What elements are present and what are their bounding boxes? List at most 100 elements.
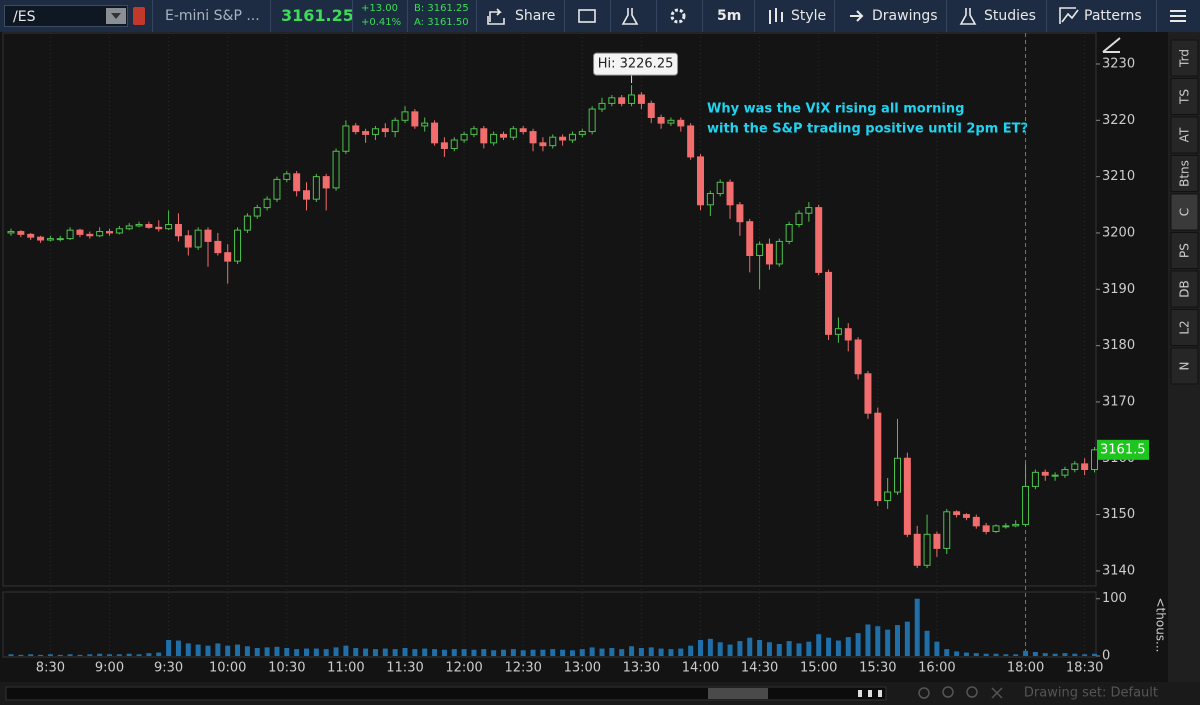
side-tab[interactable]: [1170, 155, 1199, 192]
candle-body: [1041, 471, 1049, 476]
volume-bar: [766, 642, 772, 656]
volume-bar: [589, 647, 595, 656]
bid: B: 3161.25: [414, 3, 469, 14]
drawing-set[interactable]: Drawing set: Default: [1024, 686, 1158, 701]
volume-bar: [835, 640, 841, 656]
side-tab-label: PS: [1178, 243, 1192, 258]
scroll-thumb[interactable]: [708, 688, 768, 699]
candle-body: [184, 235, 192, 248]
screenshot-button[interactable]: [564, 0, 611, 32]
candle-body: [874, 412, 882, 502]
volume-bar: [116, 654, 122, 656]
candle-body: [529, 131, 537, 144]
x-tick-label: 13:30: [623, 661, 660, 676]
volume-bar: [491, 650, 497, 656]
lab-button[interactable]: [610, 0, 657, 32]
volume-bar: [235, 644, 241, 656]
settings-button[interactable]: [656, 0, 703, 32]
drawings-button[interactable]: Drawings: [834, 0, 946, 32]
pan-icon[interactable]: [918, 687, 930, 699]
volume-bar: [461, 649, 467, 656]
candle-body: [450, 139, 458, 149]
volume-bar: [146, 653, 152, 656]
candle-body: [903, 457, 911, 535]
volume-tick-label: 100: [1102, 591, 1127, 606]
volume-bar: [530, 649, 536, 656]
volume-bar: [107, 654, 112, 656]
volume-bar: [885, 629, 891, 656]
expand-icon[interactable]: [1102, 37, 1121, 53]
volume-bar: [924, 630, 930, 656]
volume-bar: [688, 645, 694, 656]
volume-bar: [776, 643, 782, 656]
volume-bar: [707, 638, 713, 656]
side-tab[interactable]: [1170, 78, 1199, 115]
candle-body: [1022, 485, 1030, 525]
candle-body: [805, 207, 813, 214]
volume-bar: [875, 626, 881, 656]
x-tick-label: 11:00: [327, 661, 364, 676]
volume-bar: [205, 645, 211, 656]
volume-bar: [402, 647, 408, 656]
volume-bar: [737, 641, 743, 656]
volume-bar: [264, 647, 270, 656]
volume-bar: [1072, 653, 1078, 656]
candle-body: [568, 133, 576, 141]
volume-bar: [185, 643, 191, 656]
candle-body: [549, 136, 557, 147]
side-tab[interactable]: [1170, 232, 1199, 269]
scrollbar[interactable]: [5, 686, 887, 701]
candle-body: [66, 229, 74, 240]
share-button[interactable]: Share: [476, 0, 564, 32]
side-tab[interactable]: [1170, 347, 1199, 385]
candle-body: [283, 173, 291, 180]
volume-bar: [254, 647, 260, 656]
volume-bar: [619, 649, 625, 656]
volume-bar: [343, 645, 349, 656]
volume-bar: [353, 647, 359, 656]
volume-bar: [471, 649, 477, 656]
volume-bar: [826, 637, 832, 656]
patterns-button[interactable]: Patterns: [1046, 0, 1156, 32]
symbol-input[interactable]: /ES: [4, 5, 128, 27]
volume-bar: [560, 649, 566, 656]
zoom-in-icon[interactable]: [942, 686, 954, 698]
candle-body: [598, 102, 606, 110]
timeframe-button[interactable]: 5m: [702, 0, 754, 32]
side-tab[interactable]: [1170, 116, 1199, 154]
side-tab[interactable]: [1170, 193, 1199, 231]
style-button[interactable]: Style: [754, 0, 834, 32]
volume-bar: [747, 637, 753, 656]
candle-body: [519, 128, 527, 133]
candle-body: [815, 207, 823, 273]
reset-icon[interactable]: [991, 687, 1003, 699]
zoom-out-icon[interactable]: [966, 686, 978, 698]
volume-bar: [323, 649, 329, 656]
symbol-dropdown[interactable]: [106, 8, 126, 24]
candle-body: [1091, 449, 1098, 471]
x-tick-label: 12:30: [504, 661, 541, 676]
candle-body: [500, 133, 507, 138]
menu-button[interactable]: [1156, 0, 1200, 32]
candle-body: [115, 228, 123, 234]
link-indicator[interactable]: [133, 7, 145, 25]
studies-button[interactable]: Studies: [946, 0, 1046, 32]
candle-body: [765, 243, 773, 265]
side-tab[interactable]: [1170, 270, 1199, 308]
candle-body: [628, 94, 636, 104]
volume-bar: [914, 598, 920, 656]
volume-bar: [579, 649, 585, 656]
candle-body: [312, 176, 320, 200]
side-tab[interactable]: [1170, 39, 1199, 77]
volume-bar: [895, 625, 900, 656]
side-tab[interactable]: [1170, 309, 1199, 346]
x-tick-label: 9:00: [95, 661, 124, 676]
candle-body: [391, 119, 399, 133]
volume-bar: [432, 649, 438, 656]
volume-bar: [983, 653, 989, 656]
zoom-tools[interactable]: [918, 686, 1003, 699]
candle-body: [894, 457, 901, 493]
candle-body: [490, 133, 498, 144]
candle-body: [155, 226, 163, 230]
